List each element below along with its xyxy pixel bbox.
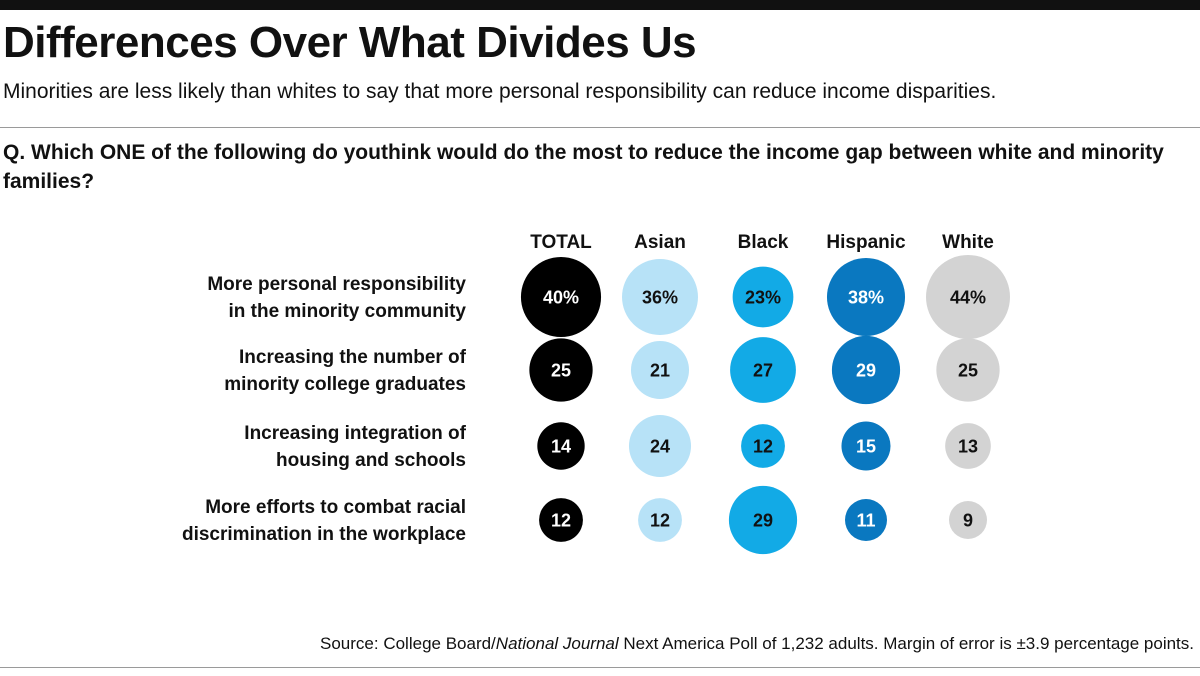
source-suffix: Next America Poll of 1,232 adults. Margi…	[618, 634, 1194, 653]
bubble-label-total-row-1: 40%	[543, 288, 579, 308]
source-publication: National Journal	[495, 634, 619, 653]
bubble-hispanic-row-1	[826, 257, 906, 337]
bubble-hispanic-row-4	[845, 499, 887, 541]
source-note: Source: College Board/National Journal N…	[320, 634, 1194, 654]
column-header-hispanic: Hispanic	[826, 232, 906, 253]
bubble-asian-row-4	[638, 498, 682, 542]
bubble-label-black-row-1: 23%	[745, 288, 781, 308]
bubble-total-row-4	[539, 498, 583, 542]
bubble-black-row-2	[730, 337, 796, 403]
column-header-black: Black	[738, 232, 789, 253]
column-header-total: TOTAL	[530, 232, 592, 253]
bubble-white-row-3	[945, 423, 991, 469]
bubble-label-asian-row-3: 24	[650, 437, 670, 457]
bubble-black-row-4	[728, 485, 798, 555]
bubble-white-row-4	[949, 501, 987, 539]
bubble-label-black-row-4: 29	[753, 511, 773, 531]
bubble-asian-row-3	[628, 414, 692, 478]
bubble-label-hispanic-row-4: 11	[856, 511, 875, 531]
bubble-white-row-2	[936, 338, 1000, 402]
source-prefix: Source: College Board/	[320, 634, 496, 653]
bubble-label-asian-row-2: 21	[650, 361, 670, 381]
bubble-label-hispanic-row-2: 29	[856, 361, 876, 381]
bubble-hispanic-row-3	[841, 421, 891, 471]
bubble-label-white-row-4: 9	[963, 511, 973, 531]
bubble-label-white-row-2: 25	[958, 361, 978, 381]
bubble-white-row-1	[926, 255, 1010, 339]
bubble-chart: TOTAL Asian Black Hispanic White More persona…	[182, 232, 1010, 555]
bubble-label-total-row-3: 14	[551, 437, 571, 457]
row-label-3-line-1: Increasing integration of	[244, 423, 466, 444]
divider-bottom	[0, 667, 1200, 668]
top-rule-bar	[0, 0, 1200, 10]
row-label-3-line-2: housing and schools	[276, 450, 466, 471]
row-label-1-line-2: in the minority community	[228, 301, 466, 322]
bubble-label-asian-row-4: 12	[650, 511, 670, 531]
bubble-black-row-3	[741, 424, 785, 468]
bubble-hispanic-row-2	[831, 335, 901, 405]
row-label-2-line-1: Increasing the number of	[239, 347, 467, 368]
bubble-label-white-row-3: 13	[958, 437, 978, 457]
bubble-asian-row-2	[630, 340, 690, 400]
chart-title: Differences Over What Divides Us	[3, 18, 697, 67]
row-label-1-line-1: More personal responsibility	[207, 274, 466, 295]
divider-top	[0, 127, 1200, 128]
row-label-4-line-1: More efforts to combat racial	[205, 497, 466, 518]
bubble-label-total-row-2: 25	[551, 361, 571, 381]
column-header-asian: Asian	[634, 232, 686, 253]
chart-subtitle: Minorities are less likely than whites t…	[3, 80, 997, 103]
bubble-label-hispanic-row-1: 38%	[848, 288, 884, 308]
bubble-asian-row-1	[622, 259, 698, 335]
bubble-label-black-row-3: 12	[753, 437, 773, 457]
bubble-total-row-3	[537, 422, 585, 470]
bubble-black-row-1	[732, 266, 794, 328]
column-header-white: White	[942, 232, 994, 253]
row-label-4-line-2: discrimination in the workplace	[182, 524, 466, 545]
bubble-total-row-1	[520, 256, 602, 338]
bubble-label-white-row-1: 44%	[950, 288, 986, 308]
bubble-total-row-2	[529, 338, 593, 402]
bubble-label-black-row-2: 27	[753, 361, 773, 381]
survey-question: Q. Which ONE of the following do youthin…	[3, 141, 1164, 193]
bubble-label-hispanic-row-3: 15	[856, 437, 876, 457]
bubble-label-total-row-4: 12	[551, 511, 571, 531]
bubble-label-asian-row-1: 36%	[642, 288, 678, 308]
row-label-2-line-2: minority college graduates	[224, 374, 466, 395]
